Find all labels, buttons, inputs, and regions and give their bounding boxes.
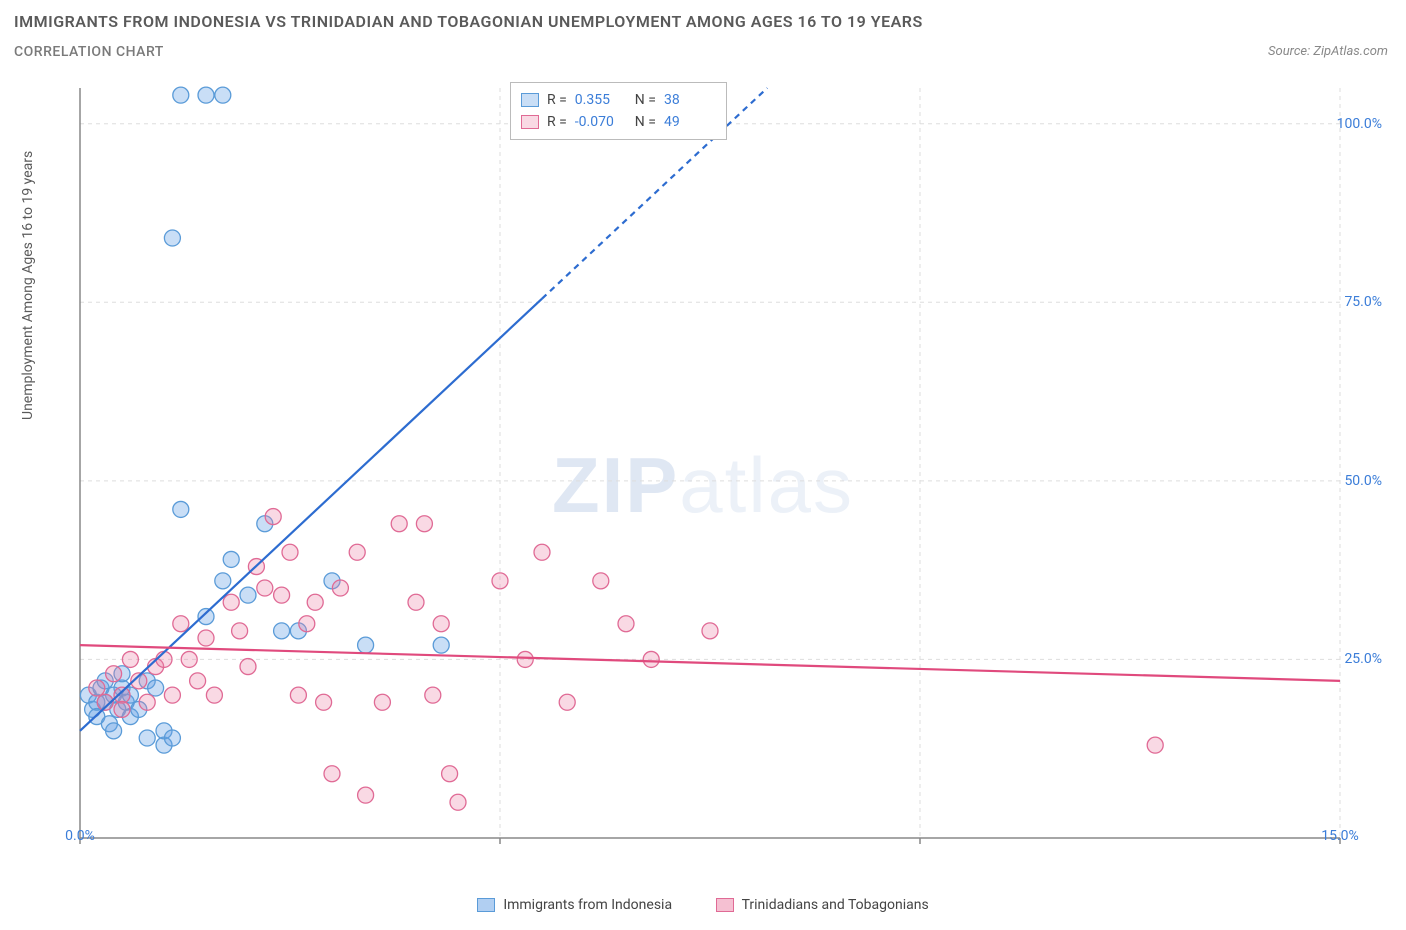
legend-r-label-0: R = <box>547 89 567 111</box>
source-label: Source: ZipAtlas.com <box>1268 44 1388 59</box>
correlation-legend-box: R = 0.355 N = 38 R = -0.070 N = 49 <box>510 82 727 140</box>
bottom-legend-item-0: Immigrants from Indonesia <box>477 897 672 913</box>
legend-r-label-1: R = <box>547 111 567 133</box>
x-tick-label: 0.0% <box>65 828 95 844</box>
y-tick-label: 25.0% <box>1344 651 1382 667</box>
bottom-swatch-1 <box>716 898 734 912</box>
y-tick-label: 75.0% <box>1344 294 1382 310</box>
bottom-legend-item-1: Trinidadians and Tobagonians <box>716 897 929 913</box>
legend-n-label-1: N = <box>635 111 656 133</box>
legend-n-label-0: N = <box>635 89 656 111</box>
legend-row-blue: R = 0.355 N = 38 <box>521 89 716 111</box>
legend-r-value-0: 0.355 <box>575 89 627 111</box>
legend-r-value-1: -0.070 <box>575 111 627 133</box>
legend-n-value-1: 49 <box>664 111 716 133</box>
bottom-label-1: Trinidadians and Tobagonians <box>742 897 929 913</box>
bottom-swatch-0 <box>477 898 495 912</box>
y-tick-label: 50.0% <box>1344 473 1382 489</box>
y-tick-label: 100.0% <box>1337 116 1382 132</box>
legend-n-value-0: 38 <box>664 89 716 111</box>
scatter-chart <box>60 78 1390 878</box>
legend-swatch-pink <box>521 115 539 129</box>
bottom-legend: Immigrants from Indonesia Trinidadians a… <box>0 897 1406 916</box>
chart-subtitle: CORRELATION CHART <box>14 44 164 60</box>
chart-container: 25.0% 50.0% 75.0% 100.0% 0.0% 15.0% <box>60 78 1390 878</box>
x-tick-label: 15.0% <box>1321 828 1359 844</box>
bottom-label-0: Immigrants from Indonesia <box>503 897 672 913</box>
legend-swatch-blue <box>521 93 539 107</box>
chart-title: IMMIGRANTS FROM INDONESIA VS TRINIDADIAN… <box>14 12 923 31</box>
y-axis-label: Unemployment Among Ages 16 to 19 years <box>20 151 36 420</box>
legend-row-pink: R = -0.070 N = 49 <box>521 111 716 133</box>
